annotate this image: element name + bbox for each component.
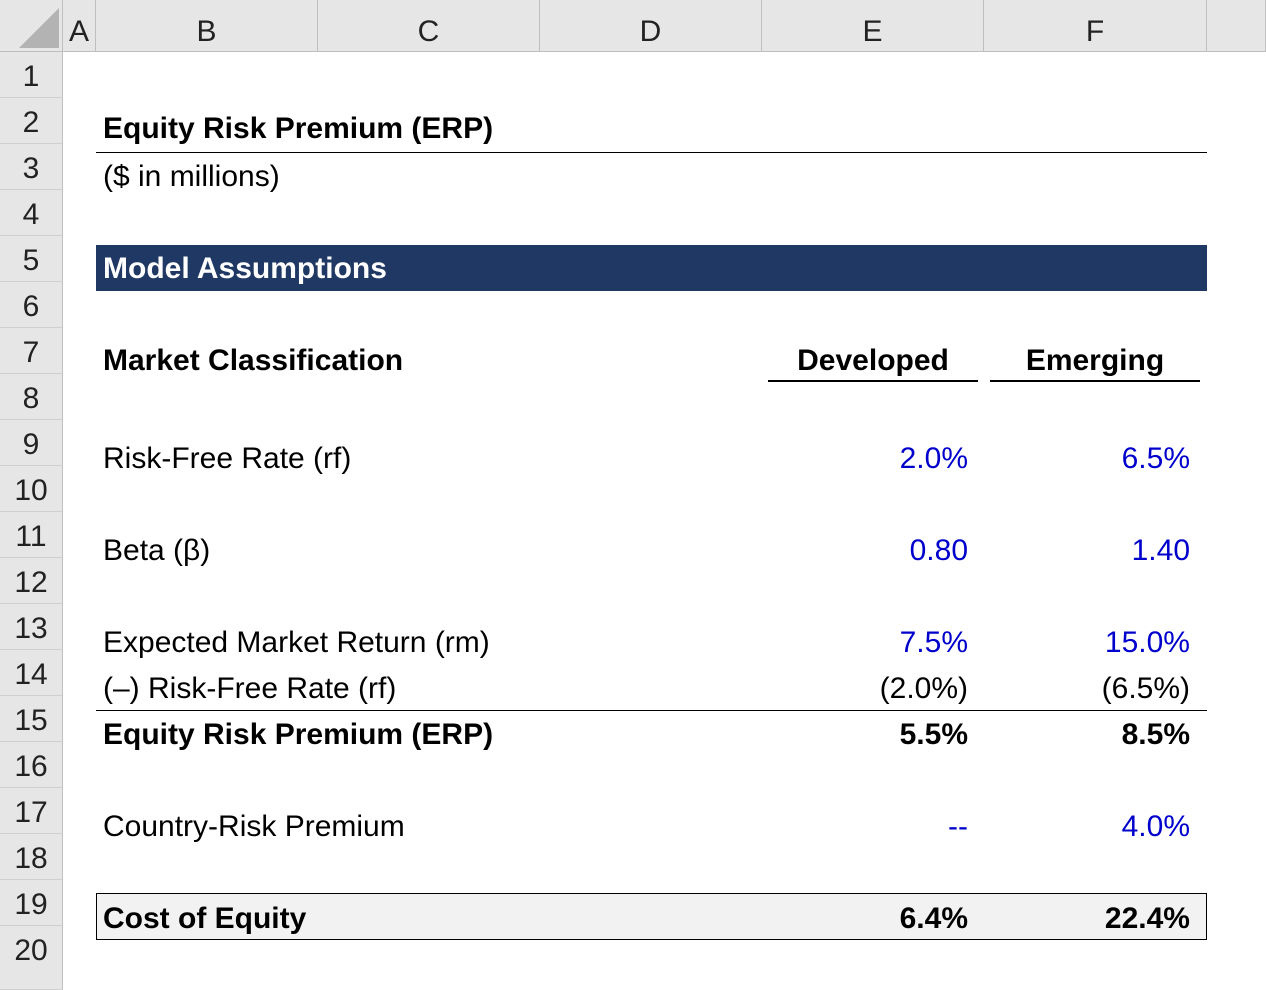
erp-developed[interactable]: 5.5% [899, 718, 968, 751]
row-header-1[interactable]: 1 [0, 52, 63, 98]
risk-free-rate-label[interactable]: Risk-Free Rate (rf) [103, 442, 352, 475]
expected-market-return-developed[interactable]: 7.5% [899, 626, 968, 659]
column-header-e[interactable]: E [762, 0, 984, 52]
beta-developed[interactable]: 0.80 [909, 534, 968, 567]
row-header-7[interactable]: 7 [0, 328, 63, 374]
column-header-c[interactable]: C [318, 0, 540, 52]
expected-market-return-label[interactable]: Expected Market Return (rm) [103, 626, 490, 659]
row-header-9[interactable]: 9 [0, 420, 63, 466]
cost-of-equity-emerging[interactable]: 22.4% [1104, 902, 1190, 935]
cost-of-equity-label[interactable]: Cost of Equity [103, 902, 307, 935]
country-risk-premium-label[interactable]: Country-Risk Premium [103, 810, 405, 843]
row-header-17[interactable]: 17 [0, 788, 63, 834]
erp-subtotal-line [96, 710, 1207, 711]
row-header-3[interactable]: 3 [0, 144, 63, 190]
emerging-header[interactable]: Emerging [1025, 344, 1165, 377]
less-risk-free-rate-developed[interactable]: (2.0%) [879, 672, 968, 705]
beta-label[interactable]: Beta (β) [103, 534, 211, 567]
row-header-5[interactable]: 5 [0, 236, 63, 282]
column-header-d[interactable]: D [540, 0, 762, 52]
sheet-subtitle[interactable]: ($ in millions) [103, 160, 280, 193]
cost-of-equity-developed[interactable]: 6.4% [899, 902, 968, 935]
section-header-label[interactable]: Model Assumptions [103, 252, 387, 285]
row-header-11[interactable]: 11 [0, 512, 63, 558]
row-header-6[interactable]: 6 [0, 282, 63, 328]
row-header-10[interactable]: 10 [0, 466, 63, 512]
less-risk-free-rate-emerging[interactable]: (6.5%) [1101, 672, 1190, 705]
title-underline [96, 152, 1207, 153]
row-header-18[interactable]: 18 [0, 834, 63, 880]
select-all-triangle-icon [19, 8, 59, 48]
emerging-header-underline [990, 380, 1200, 382]
row-header-8[interactable]: 8 [0, 374, 63, 420]
column-header-a[interactable]: A [63, 0, 96, 52]
row-header-15[interactable]: 15 [0, 696, 63, 742]
risk-free-rate-emerging[interactable]: 6.5% [1121, 442, 1190, 475]
erp-emerging[interactable]: 8.5% [1121, 718, 1190, 751]
column-header-f[interactable]: F [984, 0, 1207, 52]
row-header-19[interactable]: 19 [0, 880, 63, 926]
select-all-corner[interactable] [0, 0, 63, 52]
country-risk-premium-emerging[interactable]: 4.0% [1121, 810, 1190, 843]
column-header-b[interactable]: B [96, 0, 318, 52]
row-header-4[interactable]: 4 [0, 190, 63, 236]
erp-label[interactable]: Equity Risk Premium (ERP) [103, 718, 494, 751]
developed-header-underline [768, 380, 978, 382]
beta-emerging[interactable]: 1.40 [1131, 534, 1190, 567]
row-header-2[interactable]: 2 [0, 98, 63, 144]
cost-of-equity-box [96, 893, 1207, 940]
sheet-title[interactable]: Equity Risk Premium (ERP) [103, 112, 494, 145]
country-risk-premium-developed[interactable]: -- [948, 810, 968, 843]
less-risk-free-rate-label[interactable]: (–) Risk-Free Rate (rf) [103, 672, 397, 705]
row-header-20[interactable]: 20 [0, 926, 63, 990]
row-header-14[interactable]: 14 [0, 650, 63, 696]
risk-free-rate-developed[interactable]: 2.0% [899, 442, 968, 475]
row-header-12[interactable]: 12 [0, 558, 63, 604]
section-header-band [96, 245, 1207, 291]
market-classification-label[interactable]: Market Classification [103, 344, 404, 377]
row-header-16[interactable]: 16 [0, 742, 63, 788]
developed-header[interactable]: Developed [797, 344, 949, 377]
row-header-13[interactable]: 13 [0, 604, 63, 650]
expected-market-return-emerging[interactable]: 15.0% [1104, 626, 1190, 659]
column-header-g[interactable] [1207, 0, 1266, 52]
